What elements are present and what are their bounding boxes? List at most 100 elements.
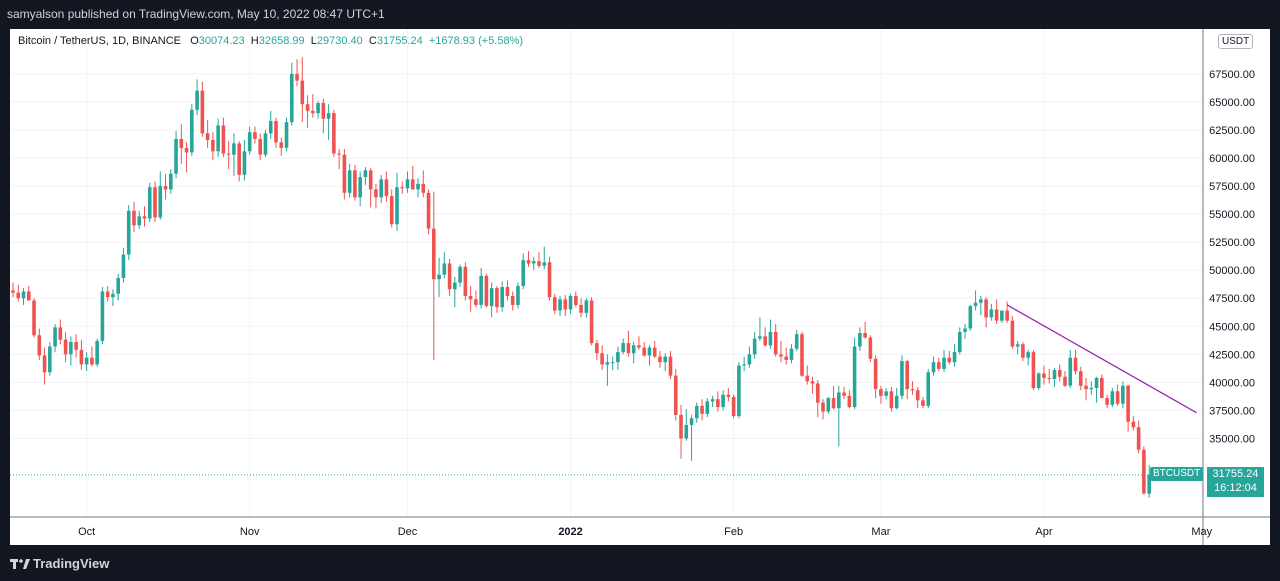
- candle-body: [353, 170, 357, 198]
- y-tick-label: 37500.00: [1209, 405, 1255, 417]
- candle-body: [121, 254, 126, 279]
- candle-body: [84, 357, 89, 365]
- candle-body: [726, 394, 731, 397]
- published-info: samyalson published on TradingView.com, …: [7, 7, 385, 21]
- x-tick-label: Feb: [724, 526, 743, 538]
- candle-body: [421, 183, 426, 193]
- candle-body: [379, 179, 383, 198]
- candle-body: [1036, 373, 1041, 388]
- candle-body: [589, 300, 594, 344]
- candle-body: [905, 361, 909, 390]
- candle-body: [863, 333, 867, 338]
- y-tick-label: 40000.00: [1209, 377, 1255, 389]
- candle-body: [968, 306, 973, 329]
- candle-body: [647, 347, 652, 356]
- candle-body: [815, 383, 820, 403]
- candle-body: [247, 132, 252, 152]
- tradingview-logo[interactable]: TradingView: [10, 556, 109, 571]
- candle-body: [1110, 391, 1115, 405]
- chart-frame[interactable]: 35000.00 37500.00 40000.00 42500.00 45000.00…: [10, 29, 1270, 545]
- candle-body: [111, 293, 115, 298]
- candle-body: [1131, 421, 1136, 428]
- candle-body: [468, 295, 473, 300]
- candle-body: [132, 210, 136, 226]
- candle-body: [405, 179, 410, 189]
- candle-body: [284, 122, 289, 148]
- candle-body: [616, 352, 620, 363]
- candle-body: [584, 300, 589, 313]
- candle-body: [1026, 352, 1030, 358]
- candle-body: [1068, 357, 1073, 386]
- legend-close-label: C: [368, 35, 377, 47]
- y-tick-label: 50000.00: [1209, 265, 1255, 277]
- candle-body: [437, 274, 441, 280]
- candlestick-chart[interactable]: 35000.00 37500.00 40000.00 42500.00 45000.00…: [10, 29, 1270, 545]
- top-bar: samyalson published on TradingView.com, …: [0, 0, 1280, 29]
- legend-open-value: 30074.23: [198, 35, 245, 47]
- candle-body: [837, 392, 841, 409]
- y-tick-label: 52500.00: [1209, 237, 1255, 249]
- candle-body: [547, 262, 552, 298]
- candle-body: [873, 358, 878, 390]
- candle-body: [295, 73, 299, 81]
- candle-body: [474, 299, 478, 305]
- candle-body: [894, 395, 899, 409]
- candle-body: [1015, 344, 1020, 347]
- currency-badge[interactable]: USDT: [1218, 34, 1254, 49]
- candle-body: [621, 343, 625, 353]
- candle-body: [1057, 370, 1062, 377]
- candle-body: [868, 337, 873, 359]
- candle-body: [279, 142, 284, 148]
- candle-body: [610, 362, 615, 364]
- candle-body: [1073, 357, 1078, 372]
- candle-body: [805, 375, 810, 382]
- candle-body: [258, 138, 263, 155]
- candle-body: [347, 170, 352, 193]
- candle-body: [21, 291, 26, 299]
- candle-body: [668, 356, 673, 376]
- last-price-tag: 31755.24 16:12:04: [1207, 466, 1264, 497]
- candle-body: [1063, 376, 1067, 386]
- candle-body: [747, 354, 752, 365]
- candle-body: [879, 389, 883, 396]
- candle-body: [410, 179, 415, 190]
- candle-body: [137, 216, 142, 226]
- candle-body: [521, 260, 526, 286]
- candle-body: [63, 339, 68, 355]
- candle-body: [684, 425, 689, 439]
- candle-body: [531, 261, 536, 264]
- candle-body: [447, 263, 452, 290]
- last-price-value: 31755.24: [1212, 467, 1259, 480]
- y-tick-label: 55000.00: [1209, 209, 1255, 221]
- candle-body: [710, 399, 715, 402]
- legend-high-value: 32658.99: [258, 35, 305, 47]
- candle-body: [516, 285, 520, 305]
- candle-body: [69, 341, 73, 355]
- candle-body: [931, 362, 936, 373]
- candle-body: [321, 103, 326, 119]
- bar-countdown: 16:12:04: [1214, 481, 1257, 494]
- candle-body: [505, 287, 510, 296]
- candle-body: [858, 333, 862, 347]
- candle-body: [184, 147, 189, 153]
- candle-body: [205, 133, 210, 141]
- y-tick-label: 57500.00: [1209, 181, 1255, 193]
- candle-body: [716, 399, 720, 408]
- candle-body: [363, 170, 368, 178]
- candle-body: [574, 295, 578, 305]
- candle-body: [1136, 427, 1141, 450]
- candle-body: [1115, 391, 1120, 404]
- legend-low-label: L: [310, 35, 317, 47]
- legend-symbol: Bitcoin / TetherUS, 1D, BINANCE: [18, 35, 182, 47]
- candle-body: [552, 297, 557, 311]
- candle-body: [1105, 398, 1109, 405]
- x-tick-label: Apr: [1035, 526, 1052, 538]
- candle-body: [1005, 310, 1009, 321]
- candle-body: [105, 291, 110, 298]
- candle-body: [1078, 371, 1083, 386]
- candle-body: [74, 341, 78, 350]
- candle-body: [731, 396, 736, 417]
- candle-body: [1010, 320, 1015, 347]
- candle-body: [631, 345, 636, 354]
- candle-body: [389, 196, 394, 225]
